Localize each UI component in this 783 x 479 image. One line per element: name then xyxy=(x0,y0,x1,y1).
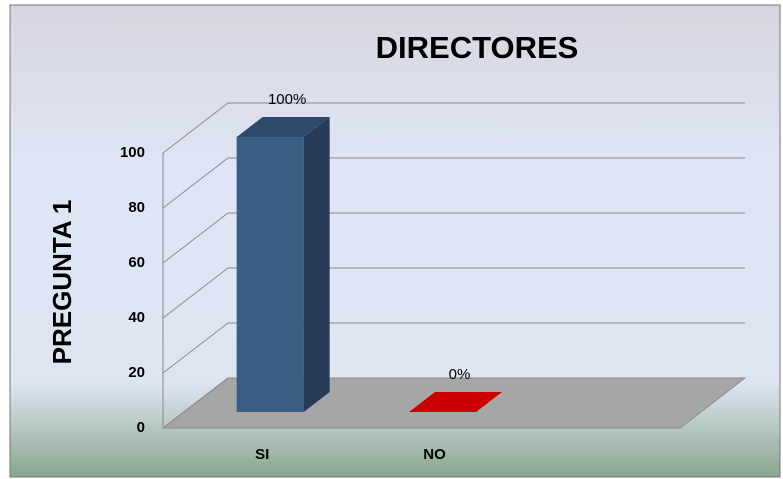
y-tick-label: 0 xyxy=(137,419,145,436)
grid-line xyxy=(162,157,745,209)
bar xyxy=(236,117,330,412)
data-label: 100% xyxy=(268,91,306,108)
bar xyxy=(409,392,502,412)
y-tick-label: 20 xyxy=(128,364,145,381)
y-tick-label: 100 xyxy=(120,144,145,161)
x-tick-label: NO xyxy=(423,446,446,463)
bar-top xyxy=(236,117,330,137)
bar-top xyxy=(409,392,502,412)
y-tick-label: 40 xyxy=(128,309,145,326)
grid-line xyxy=(162,212,745,264)
data-label: 0% xyxy=(449,366,471,383)
bar-side xyxy=(303,117,330,412)
bar-front xyxy=(236,137,304,412)
grid-line xyxy=(162,377,745,429)
y-tick-label: 80 xyxy=(128,199,145,216)
chart-title: DIRECTORES xyxy=(376,30,579,65)
x-tick-label: SI xyxy=(255,446,269,463)
grid-line xyxy=(162,267,745,319)
grid-line xyxy=(162,102,745,154)
y-tick-label: 60 xyxy=(128,254,145,271)
grid-line xyxy=(162,322,745,374)
y-axis-label: PREGUNTA 1 xyxy=(47,200,77,365)
